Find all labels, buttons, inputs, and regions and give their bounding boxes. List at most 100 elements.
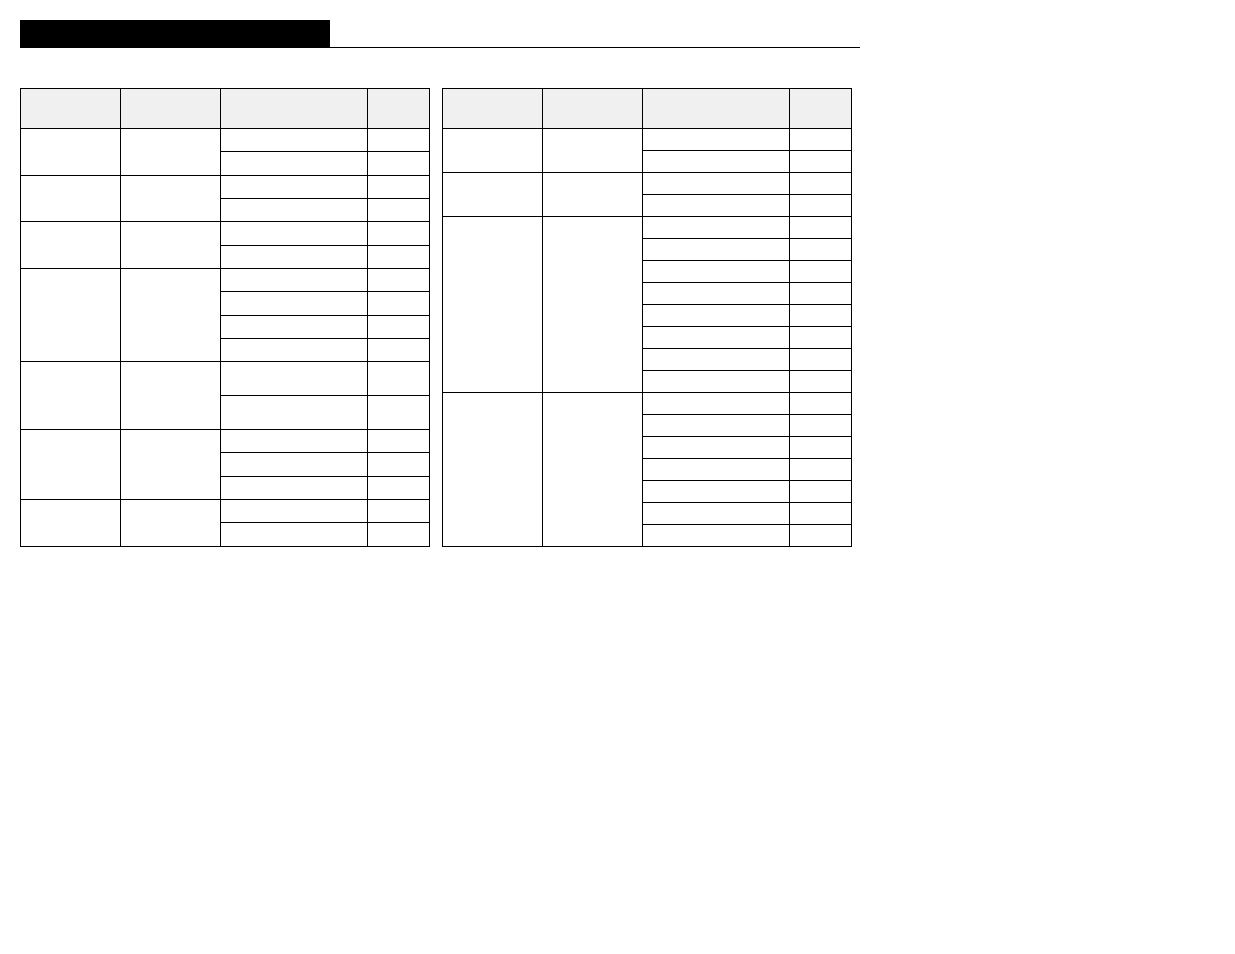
cell bbox=[642, 173, 790, 195]
col-header bbox=[642, 89, 790, 129]
cell bbox=[368, 362, 430, 396]
cell bbox=[368, 476, 430, 499]
cell bbox=[790, 349, 852, 371]
group-cell bbox=[21, 268, 121, 361]
cell bbox=[220, 175, 368, 198]
table-row bbox=[443, 217, 852, 239]
cell bbox=[220, 476, 368, 499]
cell bbox=[220, 292, 368, 315]
col-header bbox=[220, 89, 368, 129]
cell bbox=[368, 453, 430, 476]
group-cell bbox=[120, 430, 220, 500]
cell bbox=[642, 239, 790, 261]
group-cell bbox=[120, 175, 220, 222]
cell bbox=[220, 338, 368, 361]
header-bar bbox=[20, 20, 1215, 48]
cell bbox=[642, 283, 790, 305]
cell bbox=[368, 198, 430, 221]
cell bbox=[368, 129, 430, 152]
cell bbox=[220, 500, 368, 523]
cell bbox=[642, 327, 790, 349]
col-header bbox=[21, 89, 121, 129]
cell bbox=[790, 283, 852, 305]
group-cell bbox=[120, 129, 220, 176]
cell bbox=[642, 261, 790, 283]
cell bbox=[220, 396, 368, 430]
cell bbox=[790, 129, 852, 151]
group-cell bbox=[443, 129, 543, 173]
left-table bbox=[20, 88, 430, 547]
cell bbox=[790, 151, 852, 173]
table-row bbox=[21, 175, 430, 198]
header-underline bbox=[330, 47, 860, 48]
cell bbox=[368, 500, 430, 523]
cell bbox=[642, 481, 790, 503]
cell bbox=[642, 305, 790, 327]
col-header bbox=[542, 89, 642, 129]
cell bbox=[368, 292, 430, 315]
cell bbox=[790, 371, 852, 393]
cell bbox=[368, 430, 430, 453]
table-row bbox=[21, 129, 430, 152]
table-row bbox=[21, 222, 430, 245]
group-cell bbox=[21, 175, 121, 222]
group-cell bbox=[120, 222, 220, 269]
table-row bbox=[21, 430, 430, 453]
cell bbox=[642, 349, 790, 371]
cell bbox=[220, 198, 368, 221]
cell bbox=[368, 245, 430, 268]
cell bbox=[220, 222, 368, 245]
cell bbox=[642, 393, 790, 415]
col-header bbox=[368, 89, 430, 129]
group-cell bbox=[21, 129, 121, 176]
cell bbox=[790, 415, 852, 437]
cell bbox=[220, 245, 368, 268]
cell bbox=[220, 362, 368, 396]
header-block bbox=[20, 20, 330, 48]
group-cell bbox=[542, 173, 642, 217]
cell bbox=[220, 523, 368, 547]
table-row bbox=[443, 129, 852, 151]
group-cell bbox=[120, 268, 220, 361]
cell bbox=[368, 152, 430, 175]
cell bbox=[790, 173, 852, 195]
cell bbox=[368, 338, 430, 361]
table-row bbox=[21, 500, 430, 523]
cell bbox=[642, 217, 790, 239]
group-cell bbox=[21, 430, 121, 500]
cell bbox=[642, 195, 790, 217]
right-table bbox=[442, 88, 852, 547]
cell bbox=[790, 217, 852, 239]
group-cell bbox=[120, 362, 220, 430]
cell bbox=[368, 396, 430, 430]
tables-container bbox=[20, 88, 1215, 547]
table-row bbox=[443, 173, 852, 195]
cell bbox=[368, 315, 430, 338]
col-header bbox=[120, 89, 220, 129]
cell bbox=[790, 481, 852, 503]
group-cell bbox=[542, 217, 642, 393]
cell bbox=[790, 305, 852, 327]
cell bbox=[790, 261, 852, 283]
group-cell bbox=[21, 500, 121, 547]
table-header-row bbox=[443, 89, 852, 129]
cell bbox=[642, 415, 790, 437]
group-cell bbox=[542, 129, 642, 173]
cell bbox=[790, 239, 852, 261]
cell bbox=[220, 315, 368, 338]
cell bbox=[790, 525, 852, 547]
cell bbox=[220, 430, 368, 453]
cell bbox=[368, 523, 430, 547]
group-cell bbox=[443, 393, 543, 547]
cell bbox=[642, 151, 790, 173]
group-cell bbox=[443, 173, 543, 217]
cell bbox=[220, 129, 368, 152]
table-row bbox=[21, 362, 430, 396]
group-cell bbox=[120, 500, 220, 547]
cell bbox=[220, 152, 368, 175]
cell bbox=[220, 453, 368, 476]
cell bbox=[642, 371, 790, 393]
cell bbox=[790, 393, 852, 415]
cell bbox=[790, 503, 852, 525]
cell bbox=[790, 195, 852, 217]
